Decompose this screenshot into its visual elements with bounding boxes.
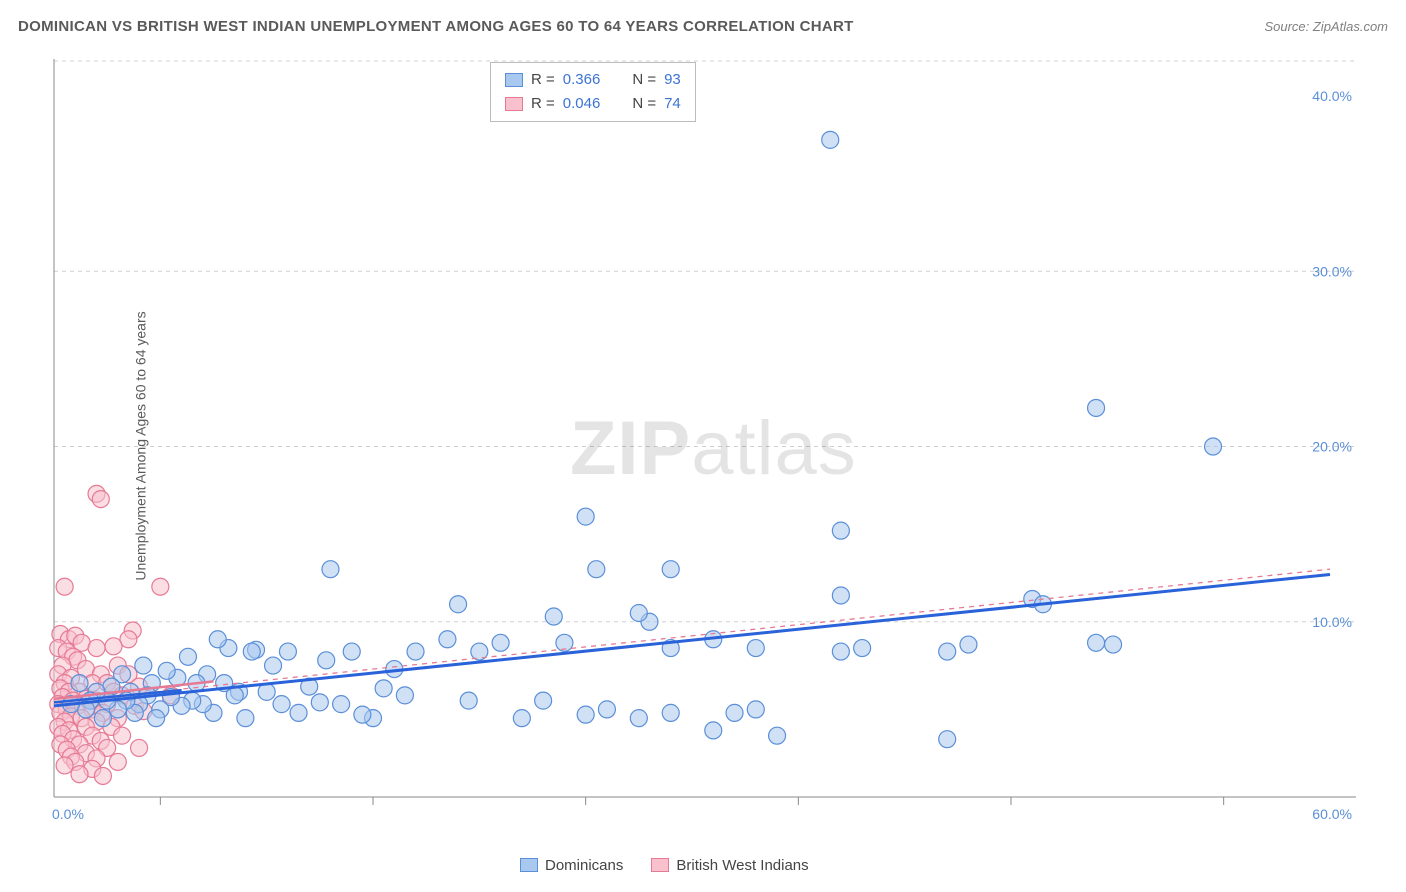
svg-text:0.0%: 0.0%	[52, 806, 84, 822]
series-legend: Dominicans British West Indians	[520, 857, 809, 874]
chart-header: DOMINICAN VS BRITISH WEST INDIAN UNEMPLO…	[18, 18, 1388, 35]
svg-text:60.0%: 60.0%	[1312, 806, 1352, 822]
svg-text:20.0%: 20.0%	[1312, 439, 1352, 455]
legend-n-label: N =	[632, 68, 656, 92]
legend-r-value: 0.046	[563, 92, 601, 116]
legend-swatch-icon	[505, 97, 523, 111]
source-attribution: Source: ZipAtlas.com	[1264, 19, 1388, 34]
legend-r-label: R =	[531, 92, 555, 116]
scatter-svg: 10.0% 20.0% 30.0% 40.0% 0.0% 60.0%	[50, 55, 1360, 825]
series-legend-item: Dominicans	[520, 857, 623, 874]
legend-swatch-icon	[520, 858, 538, 872]
stats-legend: R = 0.366 N = 93 R = 0.046 N = 74	[490, 62, 696, 122]
series-legend-item: British West Indians	[651, 857, 808, 874]
stats-legend-row: R = 0.046 N = 74	[505, 92, 681, 116]
legend-n-value: 93	[664, 68, 681, 92]
legend-swatch-icon	[651, 858, 669, 872]
series-legend-label: Dominicans	[545, 857, 623, 874]
legend-n-value: 74	[664, 92, 681, 116]
svg-text:30.0%: 30.0%	[1312, 263, 1352, 279]
legend-r-value: 0.366	[563, 68, 601, 92]
svg-text:40.0%: 40.0%	[1312, 88, 1352, 104]
chart-title: DOMINICAN VS BRITISH WEST INDIAN UNEMPLO…	[18, 18, 854, 35]
legend-swatch-icon	[505, 73, 523, 87]
legend-n-label: N =	[632, 92, 656, 116]
plot-area: 10.0% 20.0% 30.0% 40.0% 0.0% 60.0%	[50, 55, 1360, 825]
svg-text:10.0%: 10.0%	[1312, 614, 1352, 630]
series-legend-label: British West Indians	[676, 857, 808, 874]
legend-r-label: R =	[531, 68, 555, 92]
stats-legend-row: R = 0.366 N = 93	[505, 68, 681, 92]
